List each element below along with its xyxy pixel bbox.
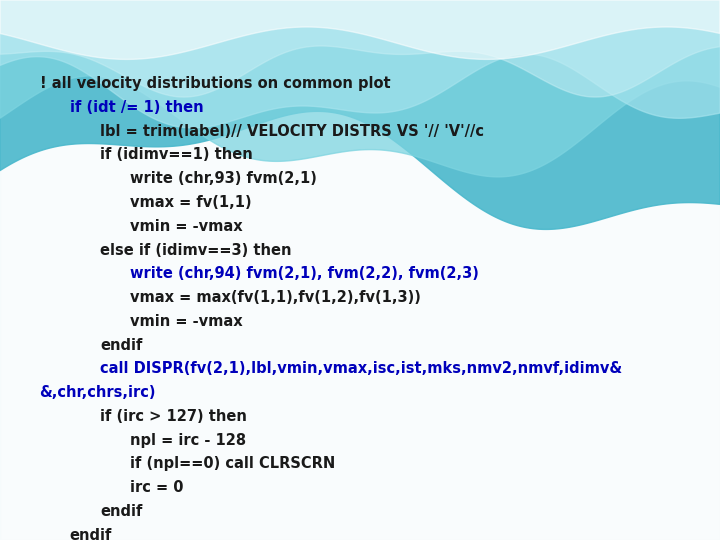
Text: endif: endif	[70, 528, 112, 540]
Text: &,chr,chrs,irc): &,chr,chrs,irc)	[40, 385, 156, 400]
Text: npl = irc - 128: npl = irc - 128	[130, 433, 246, 448]
Text: vmin = -vmax: vmin = -vmax	[130, 314, 243, 329]
Text: vmin = -vmax: vmin = -vmax	[130, 219, 243, 234]
Text: lbl = trim(label)// VELOCITY DISTRS VS '// 'V'//c: lbl = trim(label)// VELOCITY DISTRS VS '…	[100, 124, 484, 139]
Text: else if (idimv==3) then: else if (idimv==3) then	[100, 242, 292, 258]
Text: endif: endif	[100, 504, 143, 519]
Text: irc = 0: irc = 0	[130, 480, 184, 495]
Text: write (chr,93) fvm(2,1): write (chr,93) fvm(2,1)	[130, 171, 318, 186]
Text: call DISPR(fv(2,1),lbl,vmin,vmax,isc,ist,mks,nmv2,nmvf,idimv&: call DISPR(fv(2,1),lbl,vmin,vmax,isc,ist…	[100, 361, 622, 376]
Text: if (npl==0) call CLRSCRN: if (npl==0) call CLRSCRN	[130, 456, 336, 471]
Text: vmax = max(fv(1,1),fv(1,2),fv(1,3)): vmax = max(fv(1,1),fv(1,2),fv(1,3))	[130, 290, 421, 305]
Text: ! all velocity distributions on common plot: ! all velocity distributions on common p…	[40, 76, 390, 91]
Text: if (irc > 127) then: if (irc > 127) then	[100, 409, 247, 424]
Text: vmax = fv(1,1): vmax = fv(1,1)	[130, 195, 252, 210]
Text: if (idimv==1) then: if (idimv==1) then	[100, 147, 253, 163]
Text: endif: endif	[100, 338, 143, 353]
Text: write (chr,94) fvm(2,1), fvm(2,2), fvm(2,3): write (chr,94) fvm(2,1), fvm(2,2), fvm(2…	[130, 266, 480, 281]
Text: if (idt /= 1) then: if (idt /= 1) then	[70, 100, 204, 115]
